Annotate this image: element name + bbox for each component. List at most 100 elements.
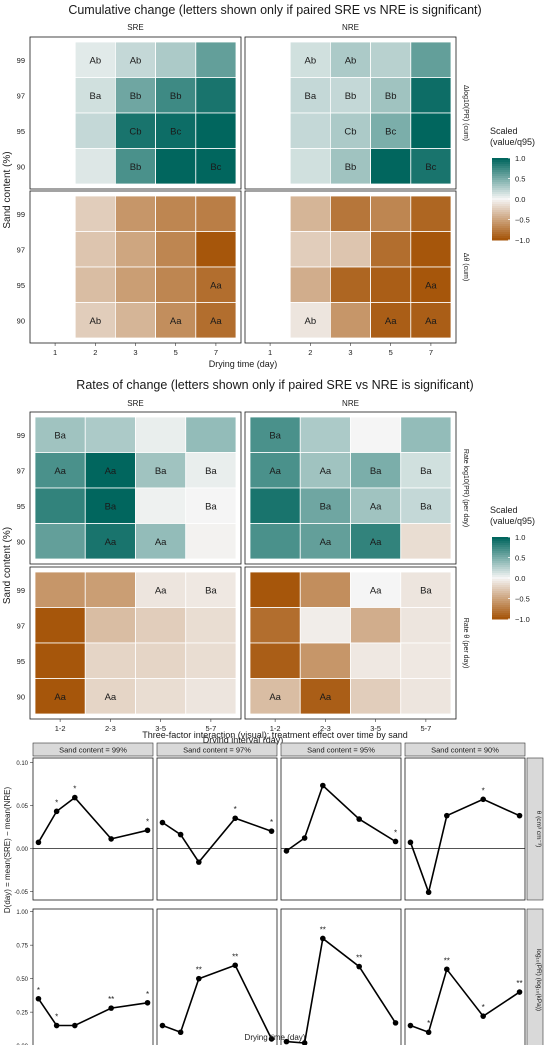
heatmap-cell: [400, 487, 452, 524]
significance-letter: Ba: [269, 430, 281, 441]
significance-letter: Ba: [320, 501, 332, 512]
heatmap-cell: [289, 112, 331, 149]
legend-gradient-step-b: [492, 601, 510, 604]
facet-panel: [156, 908, 278, 1045]
significance-letter: Ba: [370, 466, 382, 477]
heatmap-cell: [135, 607, 187, 644]
legend-gradient-step-a: [492, 190, 510, 193]
significance-letter: Ba: [205, 501, 217, 512]
legend-gradient-step-a: [492, 226, 510, 229]
legend-gradient-step-a: [492, 232, 510, 235]
heatmap-cell: [155, 148, 197, 185]
significance-letter: Aa: [385, 316, 397, 327]
panel-border: [244, 566, 457, 720]
significance-letter: Cb: [129, 126, 141, 137]
legend-gradient-step-b: [492, 597, 510, 600]
heatmap-cell: [249, 678, 301, 715]
legend-gradient-step-a: [492, 202, 510, 205]
facet-strip-label: Sand content = 99%: [59, 746, 127, 755]
significance-letter: Aa: [425, 280, 437, 291]
heatmap-cell: [185, 571, 237, 608]
legend-gradient-step-b: [492, 605, 510, 608]
heatmap-cell: [195, 266, 237, 303]
x-tick-label: 1-2: [270, 724, 281, 733]
legend-gradient-step-b: [492, 599, 510, 602]
facet-strip: [156, 742, 278, 757]
heatmap-cell: [329, 148, 371, 185]
heatmap-cell: [195, 112, 237, 149]
heatmap-cell: [115, 195, 157, 232]
legend-gradient-step-a: [492, 164, 510, 167]
legend-gradient-step-b: [492, 609, 510, 612]
legend-gradient-step-a: [492, 158, 510, 161]
heatmap-cell: [350, 416, 402, 453]
legend-gradient-step-b: [492, 539, 510, 542]
panel-border: [244, 36, 457, 190]
heatmap-cell: [289, 195, 331, 232]
data-point: [232, 962, 238, 969]
significance-marker: *: [73, 785, 76, 794]
y-tick-label: 95: [17, 127, 25, 136]
legend-gradient-step-a: [492, 192, 510, 195]
row-strip-label: Δθ (cum): [462, 253, 469, 281]
significance-letter: Ba: [105, 501, 117, 512]
data-point: [177, 1029, 184, 1036]
significance-letter: Ab: [304, 55, 316, 66]
facet-strip: [404, 742, 526, 757]
data-point: [407, 1022, 414, 1029]
data-point: [177, 831, 184, 838]
heatmap-cell: [370, 41, 412, 78]
legend-gradient-step-b: [492, 591, 510, 594]
chart-title: Three-factor interaction (visual): treat…: [142, 730, 407, 740]
y-tick-label: 95: [17, 281, 25, 290]
heatmap-cell: [115, 41, 157, 78]
heatmap-cell: [370, 77, 412, 114]
y-tick-label: 97: [17, 245, 25, 254]
x-tick-label: 5: [174, 348, 178, 357]
heatmap-cell: [115, 302, 157, 339]
heatmap-cell: [74, 266, 116, 303]
significance-letter: Aa: [170, 316, 182, 327]
heatmap-cell: [185, 416, 237, 453]
heatmap-cell: [34, 523, 86, 560]
data-point: [480, 796, 486, 803]
significance-marker: *: [270, 818, 273, 827]
legend-gradient-step-b: [492, 573, 510, 576]
legend-gradient-step-a: [492, 182, 510, 185]
x-tick-label: 5-7: [420, 724, 431, 733]
panel-border: [29, 36, 242, 190]
heatmap-cell: [74, 302, 116, 339]
legend-gradient-step-b: [492, 575, 510, 578]
heatmap-cell: [400, 523, 452, 560]
data-point: [356, 963, 362, 970]
panel-border: [244, 411, 457, 565]
significance-letter: Bc: [385, 126, 396, 137]
significance-letter: Bc: [425, 162, 436, 173]
heatmap-cell: [135, 642, 187, 679]
heatmap-cell: [195, 41, 237, 78]
data-point: [444, 812, 450, 819]
y-axis-title: D(day) = mean(SRE) − mean(NRE): [3, 787, 12, 914]
heatmap-cell: [289, 231, 331, 268]
significance-letter: Bb: [385, 91, 397, 102]
x-tick-label: 3-5: [370, 724, 381, 733]
significance-letter: Aa: [54, 692, 66, 703]
heatmap-cell: [115, 266, 157, 303]
legend-gradient-step-a: [492, 228, 510, 231]
heatmap-cell: [370, 266, 412, 303]
y-tick-label: 95: [17, 657, 25, 666]
y-tick-label: 99: [17, 586, 25, 595]
significance-letter: Aa: [370, 585, 382, 596]
legend-gradient-step-a: [492, 204, 510, 207]
significance-letter: Aa: [269, 466, 281, 477]
heatmap-cell: [115, 231, 157, 268]
legend-gradient-step-a: [492, 194, 510, 197]
heatmap-cell: [155, 195, 197, 232]
heatmap-cell: [135, 571, 187, 608]
heatmap-cell: [299, 416, 351, 453]
y-axis-title: Sand content (%): [2, 527, 13, 604]
legend-title-line-1: Scaled: [490, 126, 518, 136]
data-point: [53, 808, 60, 815]
heatmap-cell: [289, 266, 331, 303]
heatmap-cell: [299, 571, 351, 608]
